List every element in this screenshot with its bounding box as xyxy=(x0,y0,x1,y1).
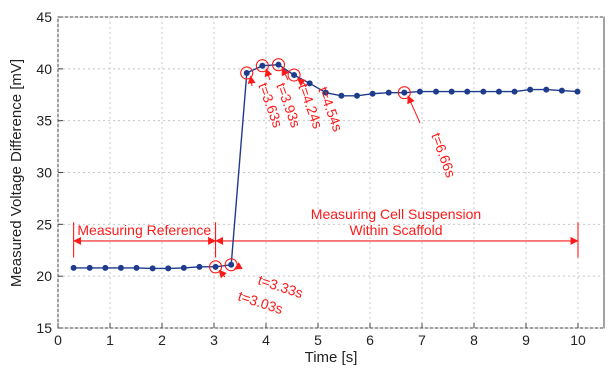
annotation-arrow xyxy=(264,68,273,81)
y-tick-label: 15 xyxy=(36,320,52,336)
data-point xyxy=(401,89,408,96)
x-tick-label: 8 xyxy=(470,332,478,348)
y-tick-label: 30 xyxy=(36,165,52,181)
data-point xyxy=(322,89,329,96)
data-point xyxy=(558,87,565,94)
data-point xyxy=(480,88,487,95)
range-annotations: Measuring Reference Measuring Cell Suspen… xyxy=(73,206,579,258)
data-point xyxy=(275,61,282,68)
data-point xyxy=(574,88,581,95)
y-tick-labels: 15 20 25 30 35 40 45 xyxy=(36,9,52,336)
data-point xyxy=(354,92,360,99)
data-point xyxy=(511,88,518,95)
data-point xyxy=(464,88,471,95)
annotation-arrow xyxy=(218,269,227,279)
data-point xyxy=(543,86,550,93)
data-point xyxy=(196,263,203,270)
data-point xyxy=(243,69,250,76)
data-point xyxy=(433,88,440,95)
data-point xyxy=(102,264,109,271)
y-tick-label: 35 xyxy=(36,113,52,129)
annotation-arrow xyxy=(233,262,243,270)
range-label-cell-line1: Measuring Cell Suspension xyxy=(311,206,481,222)
range-label-reference: Measuring Reference xyxy=(77,222,211,238)
y-tick-label: 25 xyxy=(36,216,52,232)
y-tick-label: 40 xyxy=(36,61,52,77)
data-point xyxy=(133,264,140,271)
highlight-circle xyxy=(255,59,269,73)
data-point xyxy=(448,88,455,95)
data-point xyxy=(70,264,77,271)
x-tick-label: 7 xyxy=(418,332,426,348)
data-point xyxy=(291,72,298,79)
annotation-arrow xyxy=(281,67,289,81)
y-axis-title: Measured Voltage Difference [mV] xyxy=(8,59,25,287)
x-tick-label: 6 xyxy=(366,332,374,348)
highlight-circle xyxy=(271,58,286,72)
data-point xyxy=(416,88,423,95)
highlight-circle xyxy=(397,86,411,100)
x-axis-title: Time [s] xyxy=(305,349,358,366)
x-tick-label: 9 xyxy=(522,332,530,348)
x-tick-labels: 0 1 2 3 4 5 6 7 8 9 10 xyxy=(54,332,586,348)
data-point xyxy=(180,264,187,271)
annotation-arrow xyxy=(407,95,421,124)
x-tick-label: 1 xyxy=(106,332,114,348)
data-point xyxy=(338,92,345,99)
x-tick-label: 4 xyxy=(262,332,270,348)
tick-marks xyxy=(57,16,579,329)
y-tick-label: 20 xyxy=(36,268,52,284)
data-point xyxy=(117,264,124,271)
data-point xyxy=(259,62,266,69)
y-tick-label: 45 xyxy=(36,9,52,25)
x-tick-label: 0 xyxy=(54,332,62,348)
data-point xyxy=(228,261,235,268)
data-point xyxy=(495,88,502,95)
x-tick-label: 5 xyxy=(314,332,322,348)
highlight-circle xyxy=(240,66,254,80)
data-point xyxy=(212,263,219,270)
data-point xyxy=(385,89,392,96)
highlight-circle xyxy=(209,260,223,274)
x-tick-label: 2 xyxy=(158,332,166,348)
data-point xyxy=(165,265,172,272)
data-point xyxy=(86,264,93,271)
data-point xyxy=(369,90,376,97)
x-tick-label: 3 xyxy=(210,332,218,348)
data-point xyxy=(149,265,156,272)
series xyxy=(70,61,581,272)
range-label-cell-line2: Within Scaffold xyxy=(349,222,442,238)
annotation-arrow xyxy=(296,78,308,87)
annotation-arrow xyxy=(247,75,256,87)
x-tick-label: 10 xyxy=(570,332,586,348)
data-point xyxy=(306,80,313,87)
data-point xyxy=(527,86,534,93)
